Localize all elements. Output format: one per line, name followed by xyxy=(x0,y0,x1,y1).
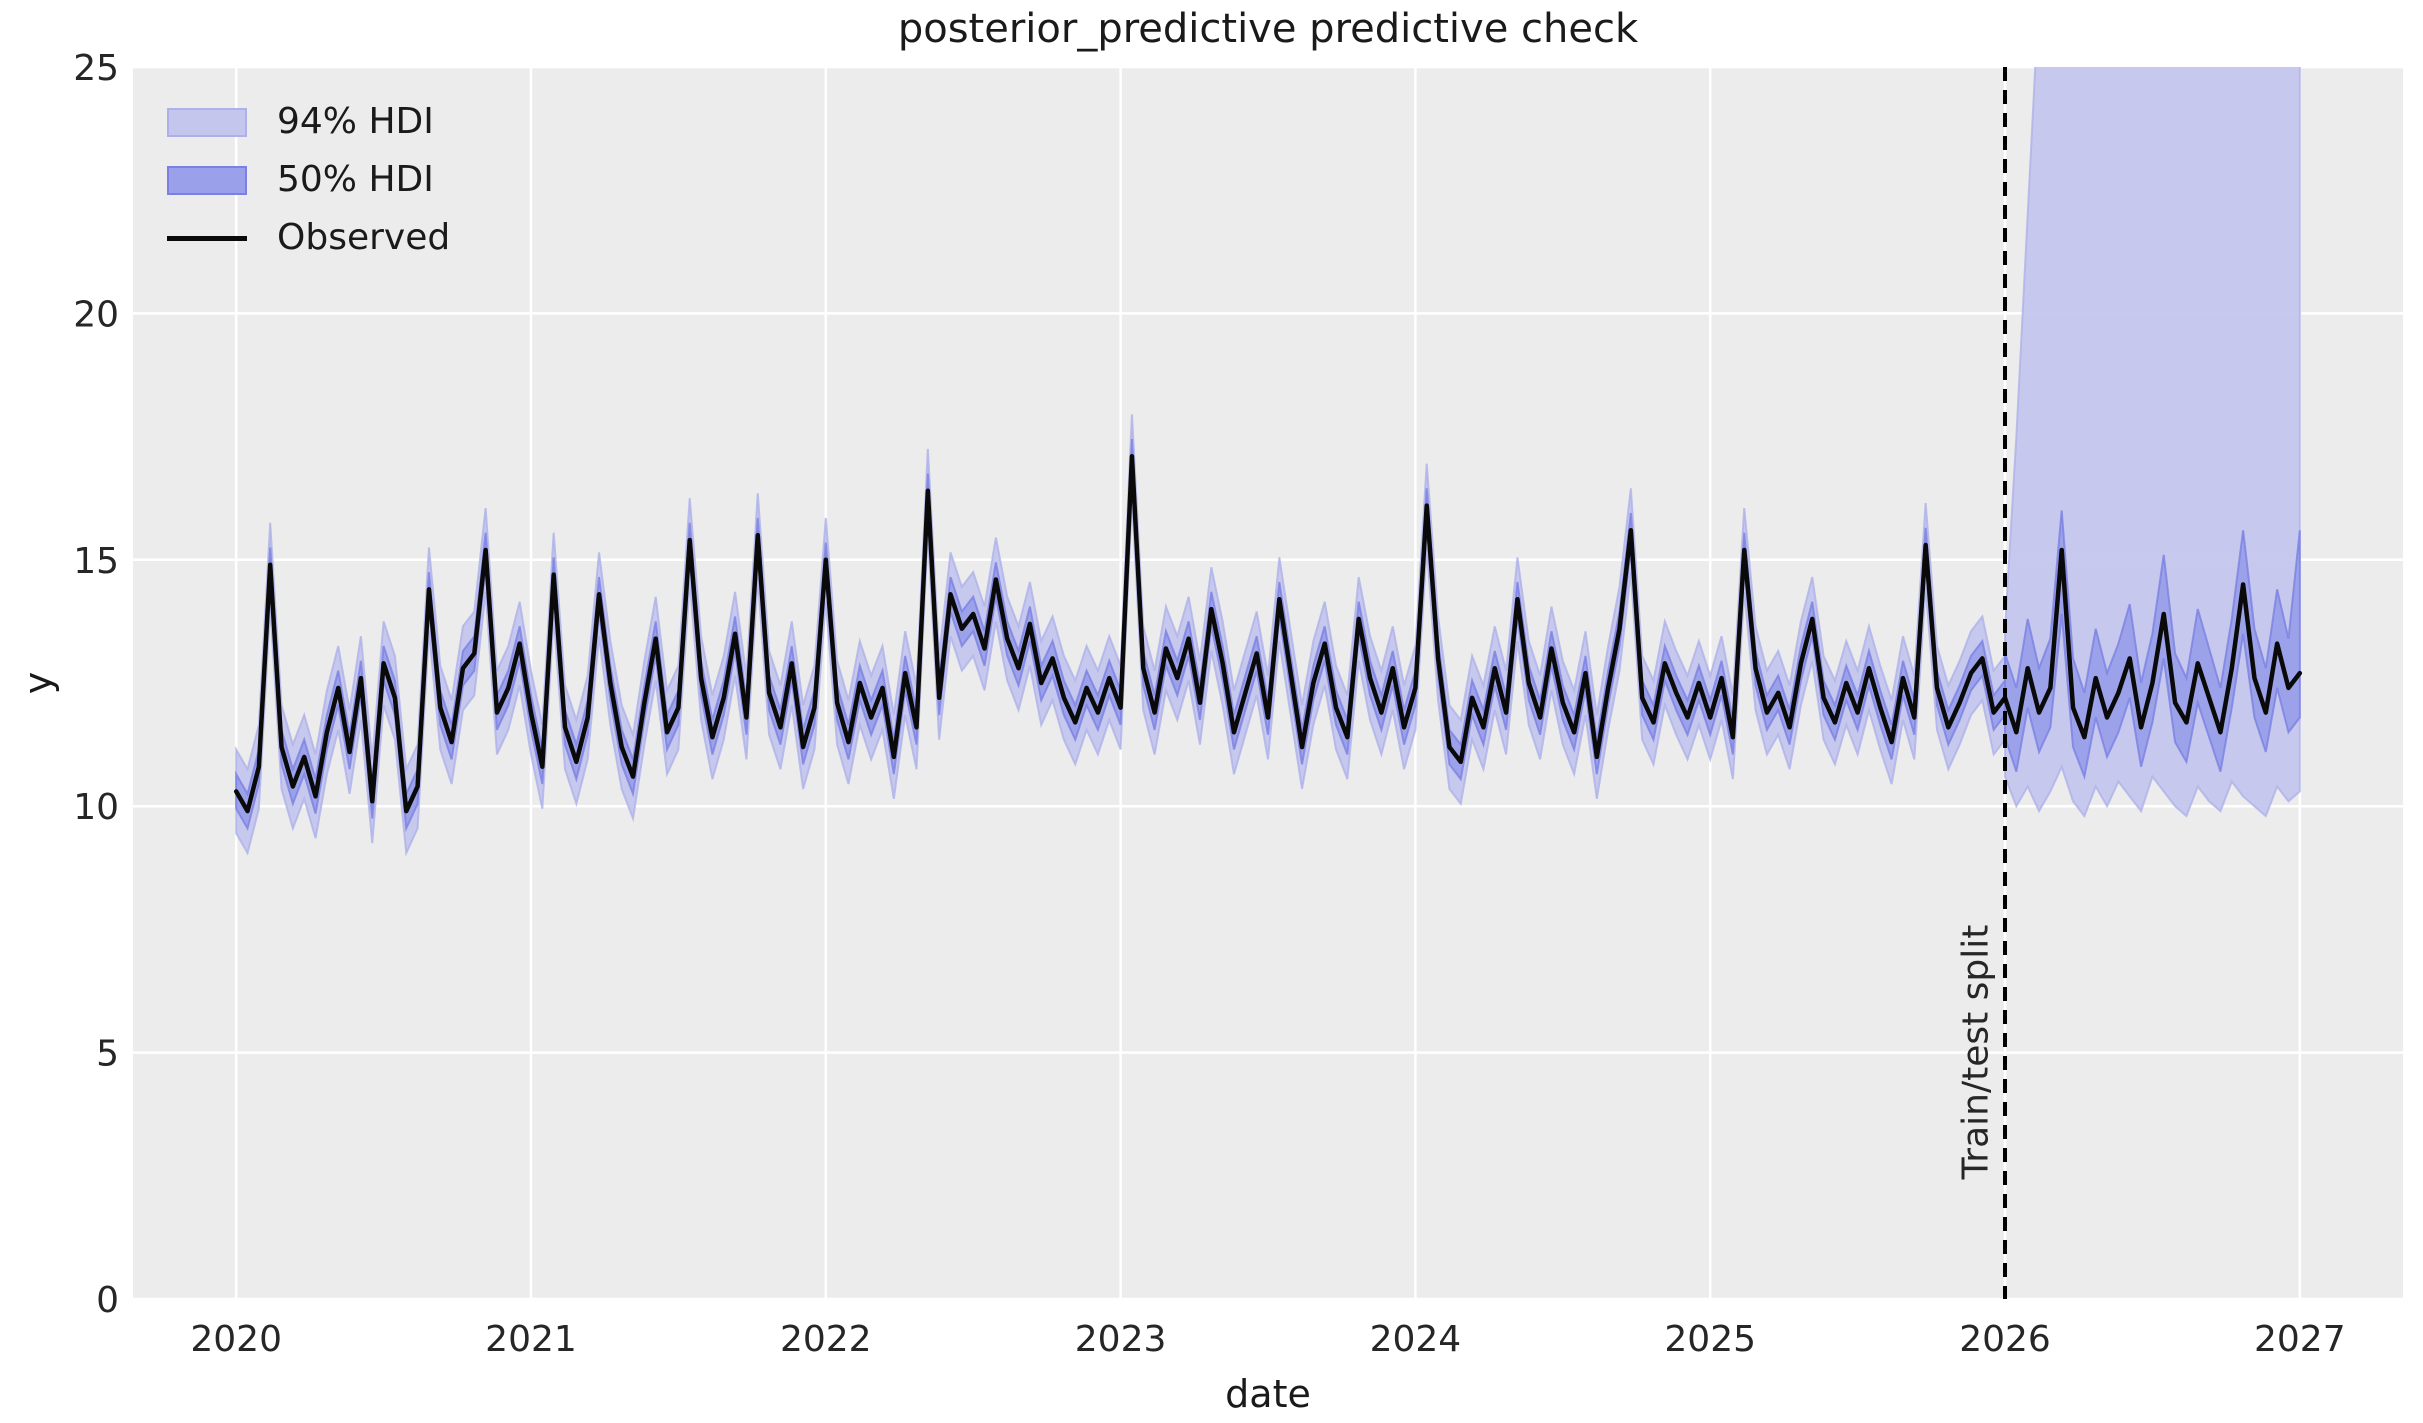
hdi94-band-forecast xyxy=(2004,67,2301,819)
chart-title: posterior_predictive predictive check xyxy=(897,6,1639,52)
legend-row-hdi50: 50% HDI xyxy=(167,151,450,209)
y-axis-label: y xyxy=(16,671,60,695)
x-tick-label: 2022 xyxy=(780,1319,872,1360)
x-tick-label: 2026 xyxy=(1959,1319,2051,1360)
x-tick-label: 2027 xyxy=(2254,1319,2346,1360)
hdi94-patch-icon xyxy=(167,107,247,137)
legend-label-observed: Observed xyxy=(277,217,451,258)
y-tick-label: 10 xyxy=(73,787,119,828)
y-tick-label: 25 xyxy=(73,48,119,89)
x-tick-label: 2023 xyxy=(1075,1319,1167,1360)
train-test-split-label: Train/test split xyxy=(1955,924,1997,1180)
y-tick-label: 5 xyxy=(96,1034,119,1075)
observed-line xyxy=(233,454,2303,814)
y-tick-label: 0 xyxy=(96,1280,119,1321)
y-tick-label: 20 xyxy=(73,294,119,335)
legend: 94% HDI 50% HDI Observed xyxy=(167,93,450,267)
hdi50-patch-icon xyxy=(167,165,247,195)
observed-line-icon xyxy=(167,235,247,241)
legend-row-observed: Observed xyxy=(167,209,450,267)
legend-label-hdi94: 94% HDI xyxy=(277,101,434,142)
x-tick-label: 2020 xyxy=(190,1319,282,1360)
x-tick-label: 2025 xyxy=(1664,1319,1756,1360)
legend-row-hdi94: 94% HDI xyxy=(167,93,450,151)
legend-label-hdi50: 50% HDI xyxy=(277,159,434,200)
y-tick-label: 15 xyxy=(73,541,119,582)
x-tick-label: 2021 xyxy=(485,1319,577,1360)
x-axis-label: date xyxy=(1225,1372,1311,1416)
x-tick-label: 2024 xyxy=(1370,1319,1462,1360)
